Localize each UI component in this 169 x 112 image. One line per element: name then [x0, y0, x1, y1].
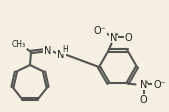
Text: N: N — [110, 32, 117, 42]
Text: O⁻: O⁻ — [153, 80, 166, 90]
Text: H: H — [62, 45, 68, 54]
Text: O: O — [140, 95, 147, 104]
Text: O⁻: O⁻ — [93, 25, 106, 35]
Text: N: N — [44, 46, 52, 56]
Text: N: N — [57, 50, 65, 59]
Text: CH₃: CH₃ — [12, 40, 26, 49]
Text: +: + — [114, 32, 119, 37]
Text: +: + — [144, 79, 149, 84]
Text: O: O — [125, 32, 132, 42]
Text: N: N — [140, 80, 147, 90]
